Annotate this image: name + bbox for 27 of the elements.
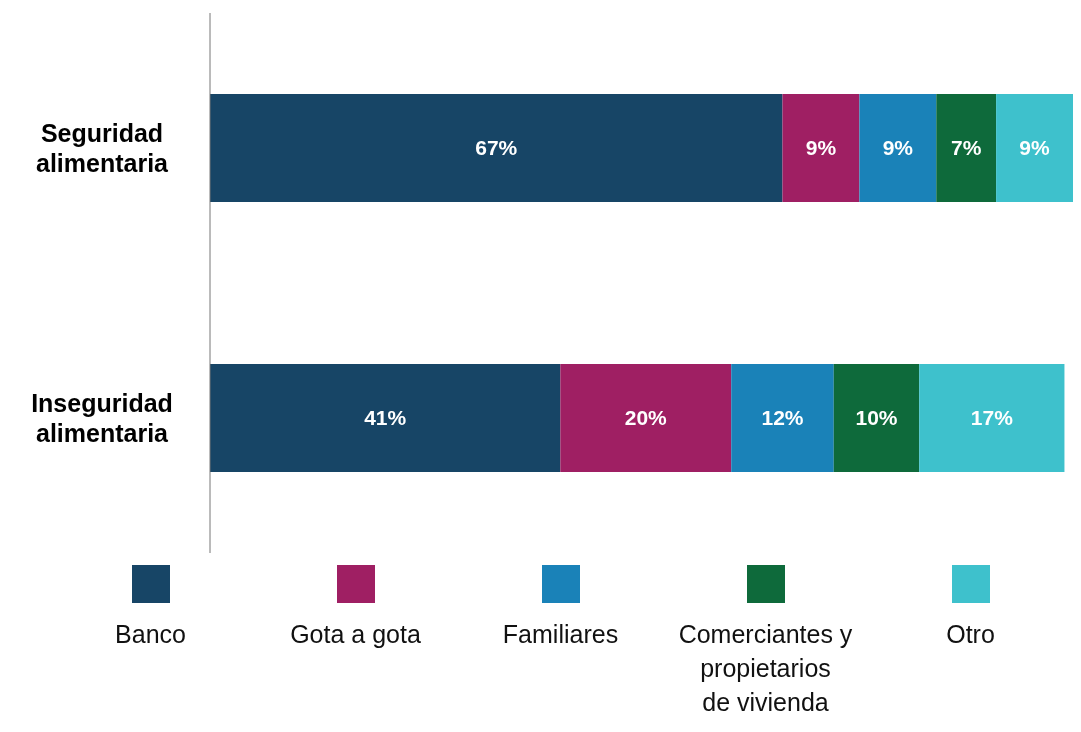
legend-label: Familiares	[501, 619, 620, 650]
bar	[731, 364, 834, 472]
legend-label: Otro	[945, 619, 996, 650]
data-label: 12%	[761, 406, 804, 430]
data-label: 7%	[951, 136, 982, 160]
bar	[919, 364, 1065, 472]
data-label: 20%	[624, 406, 668, 430]
data-label: 9%	[882, 136, 914, 160]
legend-label: Gota a gota	[289, 619, 422, 650]
data-label: 10%	[855, 406, 898, 430]
bar	[996, 94, 1073, 202]
bar	[782, 94, 860, 202]
legend-label: Banco	[114, 619, 187, 650]
y-tick-label: Inseguridad alimentaria	[31, 389, 173, 447]
y-tick-label: Seguridad alimentaria	[35, 119, 170, 177]
bar	[210, 94, 783, 202]
bar	[936, 94, 997, 202]
bar	[833, 364, 920, 472]
data-label: 9%	[805, 136, 837, 160]
data-label: 17%	[970, 406, 1014, 430]
data-label: 41%	[364, 406, 407, 430]
bar	[210, 364, 561, 472]
bar	[560, 364, 732, 472]
data-label: 67%	[475, 136, 518, 160]
bar	[859, 94, 937, 202]
data-label: 9%	[1019, 136, 1051, 160]
legend-label: Comerciantes y propietarios de vivienda	[677, 619, 854, 718]
